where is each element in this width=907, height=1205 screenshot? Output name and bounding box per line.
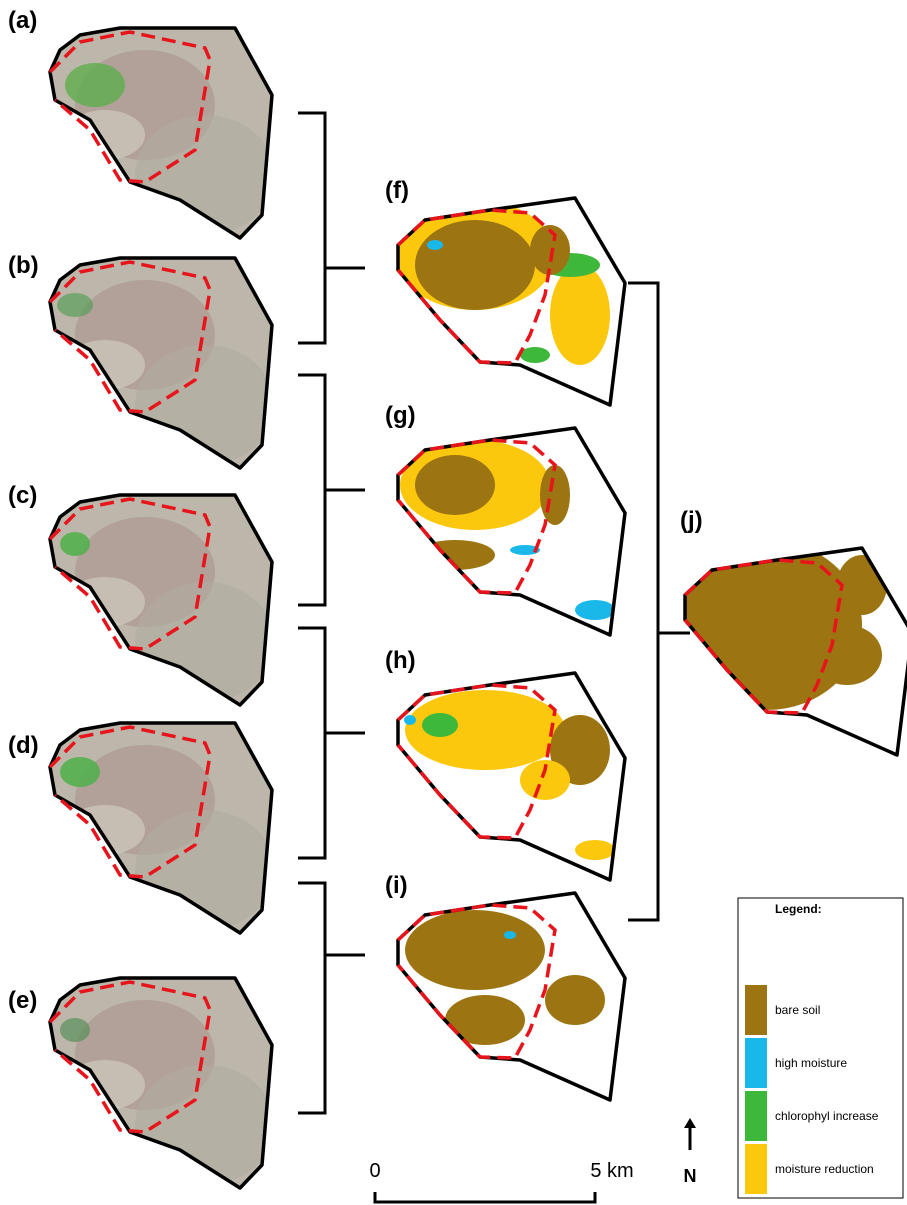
class-patch (427, 240, 443, 250)
scale-bar (375, 1192, 595, 1202)
panel-label: (f) (385, 177, 409, 204)
panel-label: (i) (385, 872, 408, 899)
legend-swatch (745, 1038, 767, 1088)
class-patch (540, 465, 570, 525)
change-map (395, 198, 625, 405)
bracket (298, 883, 365, 1113)
class-patch (422, 713, 458, 737)
class-patch (405, 910, 545, 990)
panel-label: (c) (8, 482, 37, 509)
north-label: N (684, 1166, 697, 1186)
change-map (398, 893, 625, 1100)
legend-label: chlorophyl increase (775, 1109, 879, 1123)
panel-label: (h) (385, 647, 416, 674)
change-map (398, 673, 625, 880)
class-patch (404, 715, 416, 725)
bracket (298, 375, 365, 605)
panel-label: (j) (680, 507, 703, 534)
satellite-panel (50, 978, 275, 1188)
bracket (628, 283, 690, 920)
panel-label: (g) (385, 402, 416, 429)
panel-label: (b) (8, 252, 39, 279)
scale-label: 5 km (590, 1160, 633, 1182)
class-patch (672, 540, 862, 710)
class-patch (545, 975, 605, 1025)
class-patch (415, 220, 535, 310)
legend-title: Legend: (775, 902, 822, 916)
panel-label: (e) (8, 987, 37, 1014)
class-patch (520, 347, 550, 363)
class-patch (575, 600, 615, 620)
bracket (298, 113, 365, 343)
change-map (398, 428, 625, 635)
north-arrow-head (684, 1118, 696, 1128)
bracket (298, 628, 365, 858)
class-patch (550, 265, 610, 365)
satellite-panel (50, 723, 275, 933)
class-patch (837, 555, 887, 615)
legend-swatch (745, 1144, 767, 1194)
satellite-panel (50, 28, 275, 238)
class-patch (445, 995, 525, 1045)
class-patch (575, 840, 615, 860)
legend-swatch (745, 1091, 767, 1141)
panel-label: (a) (8, 7, 37, 34)
legend-label: bare soil (775, 1003, 820, 1017)
class-patch (504, 931, 516, 939)
class-patch (812, 625, 882, 685)
figure: (a) (b) (c) (d) (e) (f) (g) (h) (i) (j) … (0, 0, 907, 1205)
change-map (672, 540, 907, 755)
class-patch (415, 455, 495, 515)
legend-label: high moisture (775, 1056, 847, 1070)
legend-label: moisture reduction (775, 1162, 874, 1176)
satellite-panel (50, 258, 275, 468)
scale-label: 0 (369, 1160, 380, 1182)
legend-swatch (745, 985, 767, 1035)
panel-label: (d) (8, 732, 39, 759)
satellite-panel (50, 495, 275, 705)
